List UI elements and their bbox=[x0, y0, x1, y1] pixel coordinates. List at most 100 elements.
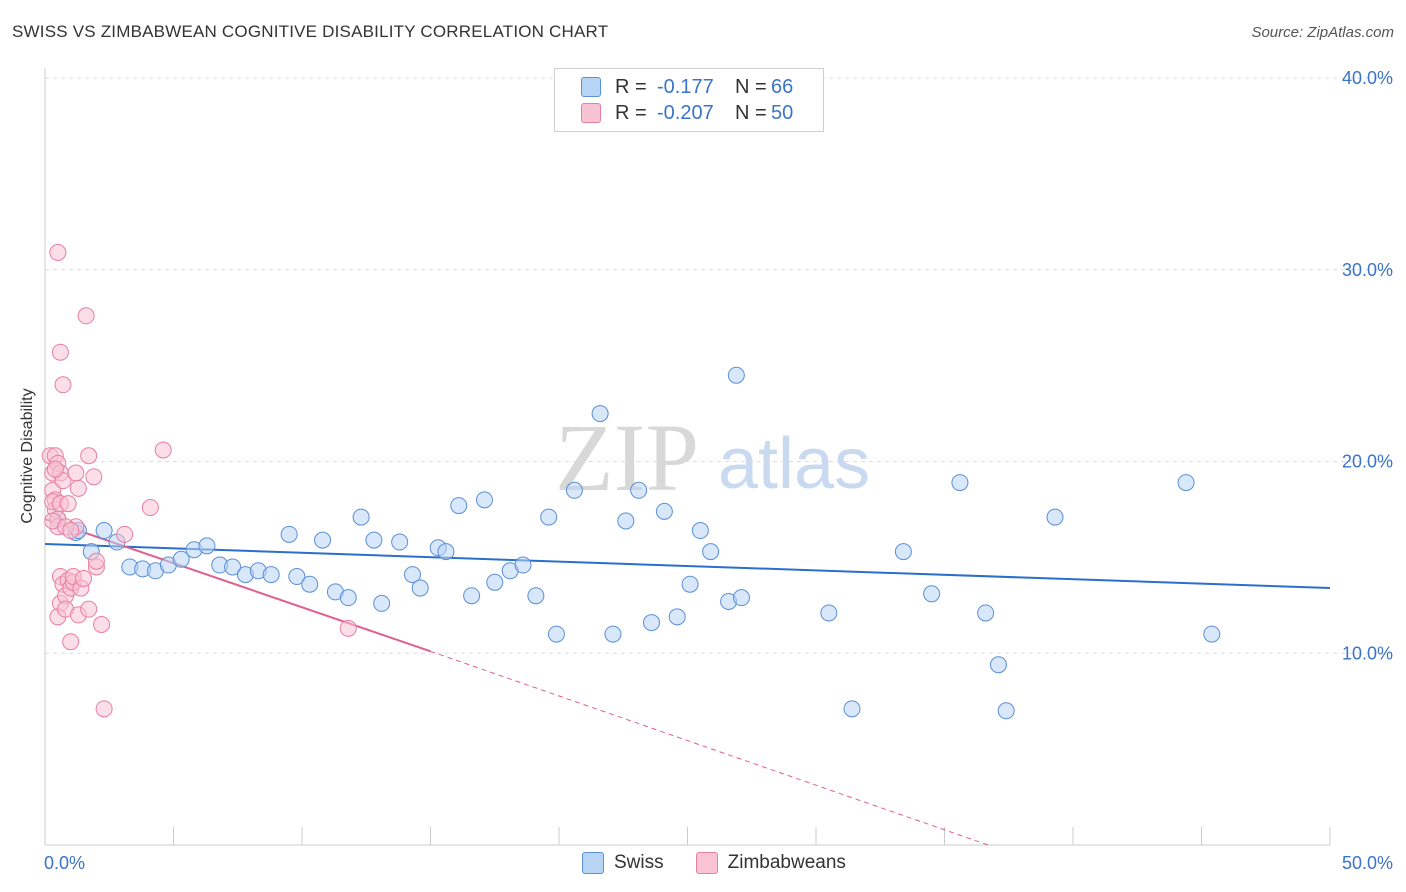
zimbabweans-point bbox=[85, 468, 103, 486]
swiss-n-label: N = bbox=[735, 75, 767, 98]
legend-item-zimbabweans[interactable]: Zimbabweans bbox=[695, 852, 846, 874]
swiss-point bbox=[339, 589, 357, 607]
swiss-point bbox=[989, 656, 1007, 674]
zimbabweans-trend-extrapolation bbox=[430, 650, 989, 846]
series-legend: Swiss Zimbabweans bbox=[582, 852, 878, 874]
swiss-point bbox=[288, 568, 306, 586]
zimbabweans-point bbox=[80, 600, 98, 618]
swiss-point bbox=[391, 533, 409, 551]
swiss-point bbox=[301, 575, 319, 593]
swiss-n-value: 66 bbox=[771, 75, 794, 98]
swiss-point bbox=[668, 608, 686, 626]
zimbabweans-point bbox=[51, 343, 69, 361]
swiss-point bbox=[691, 522, 709, 540]
swiss-point bbox=[923, 585, 941, 603]
data-points bbox=[41, 243, 1221, 720]
swiss-r-value: -0.177 bbox=[657, 75, 714, 98]
swiss-point bbox=[727, 366, 745, 384]
zimbabweans-point bbox=[116, 525, 134, 543]
swiss-point bbox=[373, 594, 391, 612]
y-tick-label: 20.0% bbox=[1342, 452, 1393, 472]
source-label: Source: ZipAtlas.com bbox=[1251, 24, 1394, 41]
zimbabweans-r-label: R = bbox=[615, 101, 647, 124]
zimbabweans-swatch bbox=[581, 103, 601, 123]
zimbabweans-point bbox=[54, 376, 72, 394]
tick-labels: 10.0% 20.0% 30.0% 40.0% 0.0% 50.0% bbox=[44, 68, 1393, 873]
swiss-point bbox=[565, 481, 583, 499]
swiss-point bbox=[617, 512, 635, 530]
zimbabweans-point bbox=[62, 522, 80, 540]
swiss-point bbox=[977, 604, 995, 622]
swiss-point bbox=[437, 543, 455, 561]
swiss-point bbox=[527, 587, 545, 605]
swiss-point bbox=[198, 537, 216, 555]
zimbabweans-point bbox=[95, 700, 113, 718]
swiss-point bbox=[365, 531, 383, 549]
swiss-point bbox=[514, 556, 532, 574]
zimbabweans-r-value: -0.207 bbox=[657, 101, 714, 124]
zimbabweans-point bbox=[59, 495, 77, 513]
swiss-trend-line bbox=[44, 542, 1331, 590]
swiss-point bbox=[951, 474, 969, 492]
swiss-point bbox=[1203, 625, 1221, 643]
swiss-point bbox=[450, 497, 468, 515]
swiss-legend-label: Swiss bbox=[614, 852, 664, 873]
zimbabweans-point bbox=[46, 460, 64, 478]
zimbabweans-n-value: 50 bbox=[771, 101, 794, 124]
y-tick-label: 30.0% bbox=[1342, 260, 1393, 280]
zimbabweans-point bbox=[154, 441, 172, 459]
swiss-point bbox=[280, 525, 298, 543]
watermark-atlas: atlas bbox=[718, 424, 870, 504]
legend-row-swiss: R = -0.177 N = 66 bbox=[581, 75, 793, 99]
swiss-point bbox=[463, 587, 481, 605]
swiss-point bbox=[540, 508, 558, 526]
zimbabweans-point bbox=[49, 243, 67, 261]
watermark: ZIP atlas bbox=[555, 404, 870, 511]
swiss-point bbox=[681, 575, 699, 593]
zimbabweans-point bbox=[339, 619, 357, 637]
swiss-r-label: R = bbox=[615, 75, 647, 98]
x-tick-label-max: 50.0% bbox=[1342, 853, 1393, 873]
zimbabweans-point bbox=[75, 569, 93, 587]
zimbabweans-n-label: N = bbox=[735, 101, 767, 124]
swiss-point bbox=[630, 481, 648, 499]
zimbabweans-point bbox=[69, 479, 87, 497]
y-axis-label: Cognitive Disability bbox=[19, 388, 36, 524]
y-tick-label: 10.0% bbox=[1342, 643, 1393, 663]
swiss-point bbox=[486, 573, 504, 591]
swiss-point bbox=[643, 614, 661, 632]
zimbabweans-legend-label: Zimbabweans bbox=[727, 852, 846, 873]
swiss-point bbox=[352, 508, 370, 526]
swiss-point bbox=[1046, 508, 1064, 526]
swiss-point bbox=[732, 589, 750, 607]
zimbabweans-point bbox=[141, 499, 159, 517]
x-tick-label-min: 0.0% bbox=[44, 853, 85, 873]
swiss-point bbox=[820, 604, 838, 622]
swiss-point bbox=[1177, 474, 1195, 492]
swiss-point bbox=[262, 566, 280, 584]
swiss-point bbox=[843, 700, 861, 718]
zimbabweans-point bbox=[80, 447, 98, 465]
swiss-point bbox=[411, 579, 429, 597]
swiss-swatch bbox=[581, 77, 601, 97]
swiss-point bbox=[655, 502, 673, 520]
swiss-point bbox=[547, 625, 565, 643]
legend-row-zimbabweans: R = -0.207 N = 50 bbox=[581, 101, 793, 125]
swiss-point bbox=[172, 550, 190, 568]
legend-item-swiss[interactable]: Swiss bbox=[582, 852, 664, 874]
swiss-point bbox=[894, 543, 912, 561]
swiss-point bbox=[702, 543, 720, 561]
swiss-point bbox=[404, 566, 422, 584]
swiss-point bbox=[997, 702, 1015, 720]
stats-legend: R = -0.177 N = 66 R = -0.207 N = 50 bbox=[554, 68, 824, 132]
zimbabweans-point bbox=[93, 615, 111, 633]
zimbabweans-legend-swatch bbox=[695, 852, 718, 874]
swiss-legend-swatch bbox=[582, 852, 604, 874]
swiss-point bbox=[591, 405, 609, 423]
swiss-point bbox=[95, 522, 113, 540]
swiss-point bbox=[314, 531, 332, 549]
swiss-point bbox=[224, 558, 242, 576]
chart-title: SWISS VS ZIMBABWEAN COGNITIVE DISABILITY… bbox=[12, 22, 609, 41]
swiss-point bbox=[475, 491, 493, 509]
